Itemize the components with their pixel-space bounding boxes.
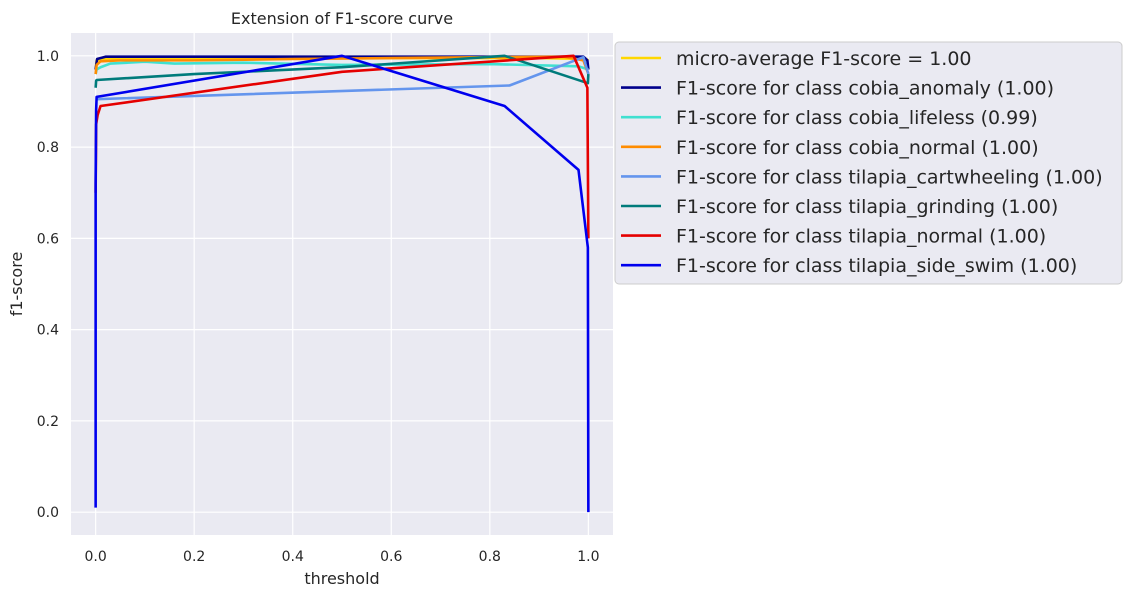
- y-axis-label: f1-score: [7, 252, 26, 317]
- legend: micro-average F1-score = 1.00 F1-score fo…: [614, 41, 1123, 285]
- x-tick-label: 1.0: [577, 549, 599, 565]
- x-tick-label: 0.4: [282, 549, 304, 565]
- legend-box: [614, 41, 1123, 285]
- series-line-5: [94, 54, 590, 88]
- series-line-7: [94, 54, 590, 513]
- y-tick-label: 0.4: [37, 323, 59, 339]
- x-tick-label: 0.6: [380, 549, 402, 565]
- y-tick-label: 1.0: [37, 49, 59, 65]
- legend-entry-label: F1-score for class cobia_anomaly (1.00): [676, 78, 1054, 100]
- x-tick-label: 0.2: [183, 549, 205, 565]
- legend-entry-label: F1-score for class tilapia_normal (1.00): [676, 226, 1046, 248]
- legend-entry-label: micro-average F1-score = 1.00: [676, 48, 972, 70]
- y-tick-label: 0.2: [37, 414, 59, 430]
- legend-entry-label: F1-score for class cobia_lifeless (0.99): [676, 107, 1038, 129]
- x-axis-label: threshold: [304, 569, 379, 588]
- x-tick-label: 0.8: [479, 549, 501, 565]
- legend-entry-label: F1-score for class tilapia_cartwheeling …: [676, 166, 1103, 188]
- x-tick-label: 0.0: [85, 549, 107, 565]
- series-lines: [94, 54, 590, 513]
- legend-entry-label: F1-score for class tilapia_side_swim (1.…: [676, 255, 1077, 277]
- y-tick-label: 0.8: [37, 140, 59, 156]
- legend-entry-label: F1-score for class tilapia_grinding (1.0…: [676, 196, 1058, 218]
- series-line-3: [94, 55, 590, 75]
- y-tick-label: 0.6: [37, 231, 59, 247]
- tick-labels: 0.0 0.2 0.4 0.6 0.8 1.0 0.0 0.2 0.4 0.6 0.8 1.0: [37, 49, 600, 565]
- legend-entry-label: F1-score for class cobia_normal (1.00): [676, 137, 1039, 159]
- series-line-2: [94, 60, 589, 75]
- chart-title: Extension of F1-score curve: [231, 9, 453, 28]
- plot-area: [71, 33, 613, 535]
- y-tick-label: 0.0: [37, 505, 59, 521]
